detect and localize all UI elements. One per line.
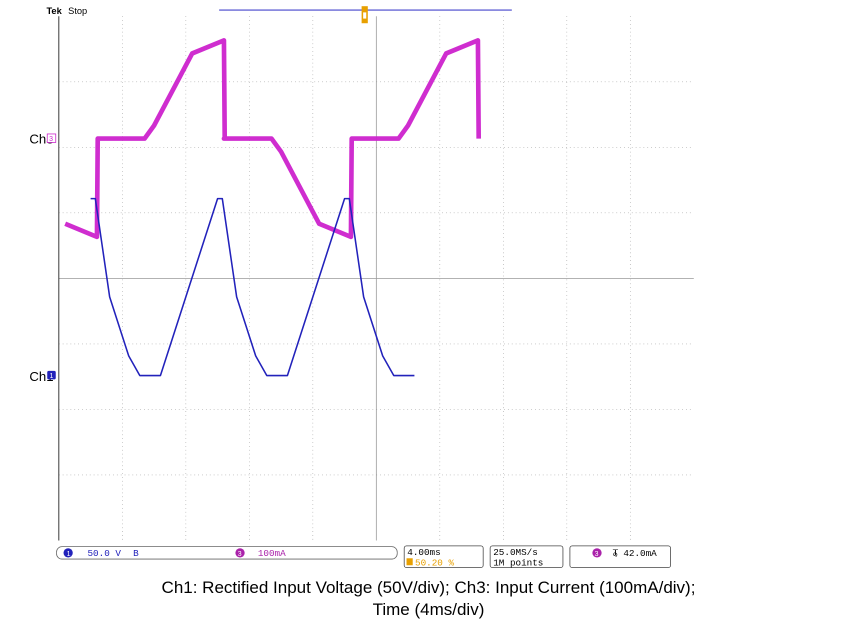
trigger-source-marker: 3 (595, 551, 599, 558)
sample-rate: 25.0MS/s (493, 547, 538, 558)
svg-text:1: 1 (67, 551, 71, 558)
ch1-waveform (90, 197, 415, 377)
timebase-box: 4.00ms 50.20 % (403, 545, 484, 568)
oscilloscope-screen: Tek Stop Ch3 3 Ch1 1 1 50.0 V B 3 100mA … (29, 6, 694, 568)
ch3-waveform (64, 38, 482, 240)
brand-label: Tek (46, 6, 62, 16)
ch3-scale: 100mA (258, 548, 286, 559)
trigger-level: 42.0mA (623, 548, 657, 559)
svg-text:3: 3 (49, 136, 53, 143)
ch3-ground-marker-icon: 3 (46, 133, 57, 143)
ch1-scale: 50.0 V (87, 548, 121, 559)
figure-caption-line-1: Ch1: Rectified Input Voltage (50V/div); … (161, 578, 696, 597)
readout-bar: 1 50.0 V B 3 100mA (56, 546, 398, 560)
ch1-ground-marker-icon: 1 (47, 370, 56, 380)
acquisition-box: 25.0MS/s 1M points (489, 545, 564, 568)
trigger-slope-icon: Ⳣ (612, 548, 618, 559)
timebase-value: 4.00ms (407, 547, 440, 558)
trigger-position-marker-icon (361, 6, 368, 24)
ch3-readout-marker: 3 (238, 551, 242, 558)
trigger-position-value: 50.20 % (415, 557, 454, 568)
svg-text:1: 1 (50, 373, 54, 380)
figure-caption-line-2: Time (4ms/div) (372, 600, 485, 619)
ch1-bandwidth-icon: B (133, 548, 139, 559)
acquisition-status: Stop (68, 6, 87, 16)
graticule (58, 16, 694, 541)
trigger-box: 3 Ⳣ 42.0mA (569, 545, 671, 568)
record-length: 1M points (493, 557, 543, 568)
